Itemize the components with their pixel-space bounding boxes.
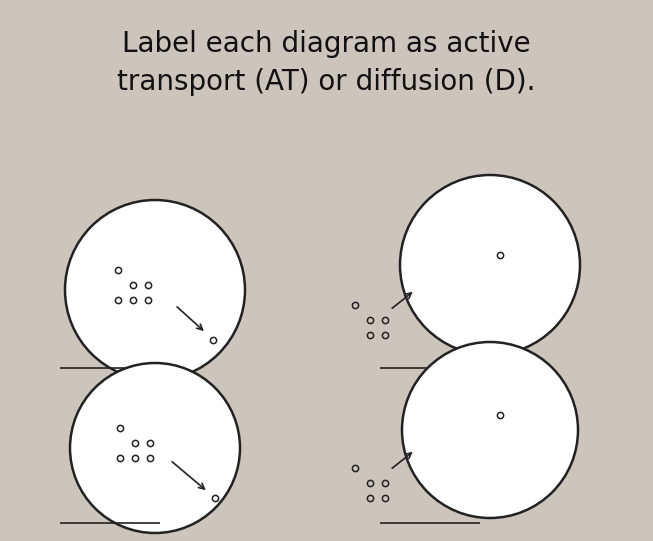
Text: Label each diagram as active: Label each diagram as active	[121, 30, 530, 58]
Text: transport (AT) or diffusion (D).: transport (AT) or diffusion (D).	[117, 68, 535, 96]
Circle shape	[70, 363, 240, 533]
Circle shape	[402, 342, 578, 518]
Circle shape	[65, 200, 245, 380]
Circle shape	[400, 175, 580, 355]
